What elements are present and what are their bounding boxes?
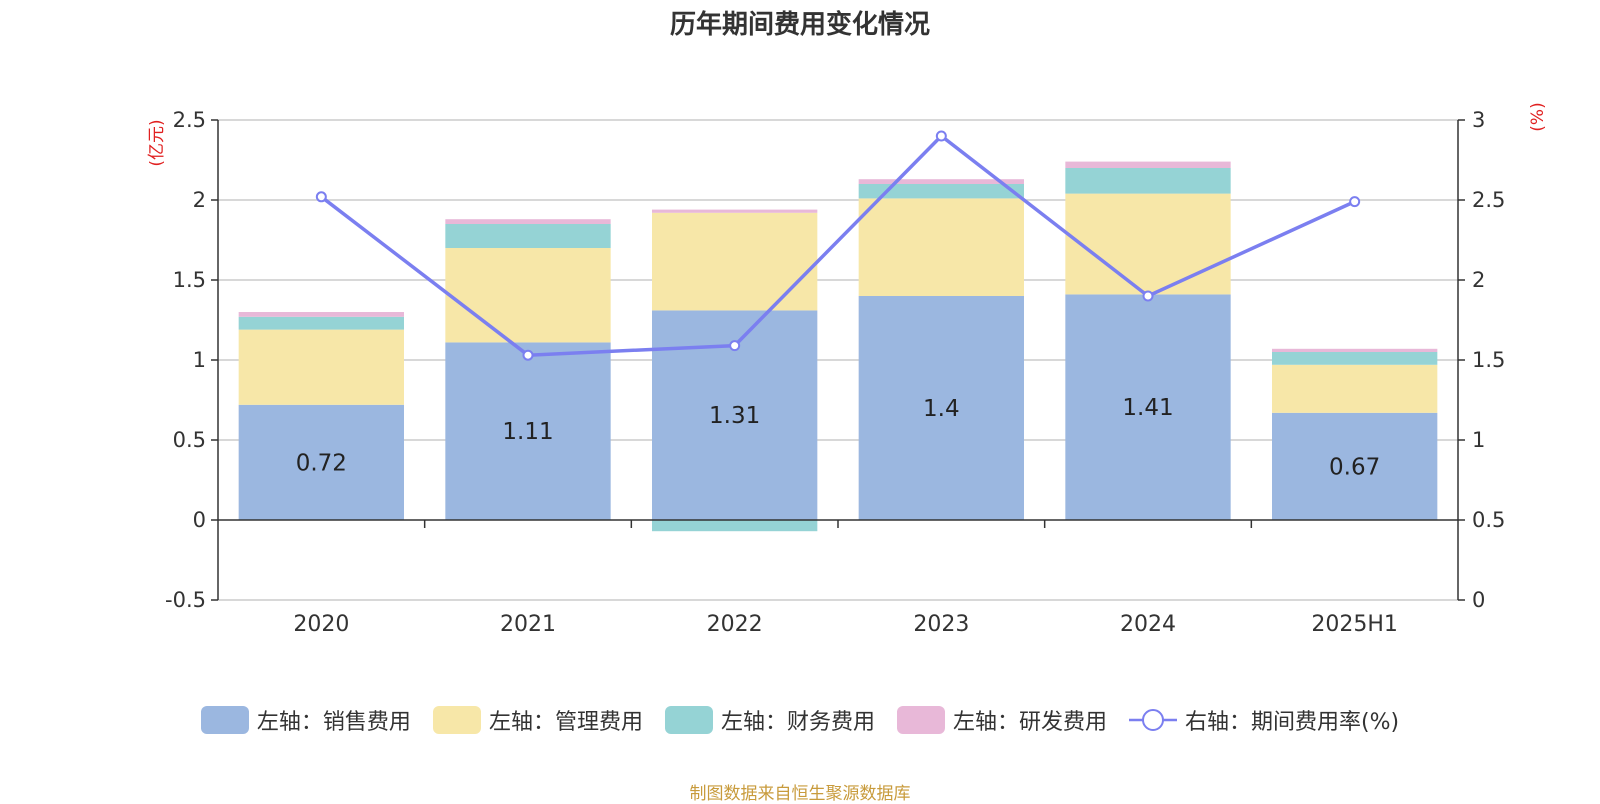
bar-segment xyxy=(1065,168,1231,194)
left-axis-unit: (亿元) xyxy=(147,119,167,166)
legend-item: 左轴：研发费用 xyxy=(896,704,1107,736)
legend-swatch xyxy=(896,706,945,734)
left-axis-tick-label: 1.5 xyxy=(173,268,206,292)
bar-segment xyxy=(858,184,1024,199)
chart-plot: (亿元) (%) -0.5 0 0.5 1 1.5 2 2.5 0 0.5 1 1.5 2 2.5 3 20… xyxy=(147,102,1548,637)
bar-segment xyxy=(1272,348,1438,352)
legend-item: 左轴：销售费用 xyxy=(200,704,411,736)
rate-point xyxy=(1142,290,1154,302)
bar-segment xyxy=(445,219,611,224)
x-axis-tick-label: 2021 xyxy=(500,612,556,637)
left-axis-tick-label: 2.5 xyxy=(173,108,206,132)
bar-segment xyxy=(445,342,611,520)
bar-segment xyxy=(1065,294,1231,520)
x-axis-tick-label: 2020 xyxy=(293,612,349,637)
left-axis-tick-label: 0.5 xyxy=(173,428,206,452)
right-axis-tick-label: 2 xyxy=(1472,268,1485,292)
bar-segment xyxy=(1065,161,1231,168)
rate-point xyxy=(315,191,327,203)
left-axis-tick-label: 0 xyxy=(193,508,206,532)
legend: 左轴：销售费用 左轴：管理费用 左轴：财务费用 左轴：研发费用 右轴：期间费用率(%) xyxy=(0,704,1600,736)
legend-label: 左轴：管理费用 xyxy=(488,710,643,735)
legend-swatch xyxy=(664,706,713,734)
right-axis-tick-label: 1 xyxy=(1472,428,1485,452)
bar-segment xyxy=(858,179,1024,184)
bar-segment xyxy=(858,198,1024,296)
bar-value-label: 1.4 xyxy=(923,396,960,422)
bar-segment xyxy=(1272,364,1438,413)
bar-segment xyxy=(652,212,818,311)
right-axis-tick-label: 3 xyxy=(1472,108,1485,132)
left-axis-tick-label: 2 xyxy=(193,188,206,212)
right-axis-tick-label: 0 xyxy=(1472,588,1485,612)
bar-segment xyxy=(238,316,404,330)
legend-item: 左轴：管理费用 xyxy=(432,704,643,736)
legend-item: 左轴：财务费用 xyxy=(664,704,875,736)
bar-segment xyxy=(1065,193,1231,295)
rate-point xyxy=(1349,196,1361,208)
legend-swatch xyxy=(200,706,249,734)
bar-segment xyxy=(1272,352,1438,365)
left-axis-tick-label: 1 xyxy=(193,348,206,372)
legend-label: 左轴：研发费用 xyxy=(952,710,1107,735)
legend-label: 左轴：财务费用 xyxy=(720,710,875,735)
bar-segment xyxy=(1272,412,1438,520)
bar-value-label: 1.41 xyxy=(1122,395,1173,421)
legend-label: 左轴：销售费用 xyxy=(256,710,411,735)
rate-point xyxy=(729,340,741,352)
right-axis-unit: (%) xyxy=(1528,102,1548,131)
right-axis-tick-label: 1.5 xyxy=(1472,348,1505,372)
x-axis-tick-label: 2022 xyxy=(707,612,763,637)
bar-value-label: 0.72 xyxy=(296,450,347,476)
rate-line xyxy=(320,133,1356,357)
rate-point xyxy=(935,130,947,142)
bar-segment xyxy=(858,296,1024,520)
legend-swatch xyxy=(432,706,481,734)
left-axis-tick-label: -0.5 xyxy=(165,588,206,612)
bar-segment xyxy=(238,404,404,520)
legend-line-marker xyxy=(1128,709,1177,731)
bar-segment xyxy=(652,520,818,532)
legend-item: 右轴：期间费用率(%) xyxy=(1128,704,1400,736)
bar-value-label: 0.67 xyxy=(1329,454,1380,480)
bar-segment xyxy=(445,248,611,343)
bar-segment xyxy=(238,329,404,405)
bar-segment xyxy=(445,224,611,248)
x-axis-tick-label: 2024 xyxy=(1120,612,1176,637)
bar-value-label: 1.31 xyxy=(709,403,760,429)
right-axis-tick-label: 0.5 xyxy=(1472,508,1505,532)
legend-label: 右轴：期间费用率(%) xyxy=(1184,710,1400,735)
data-source-note: 制图数据来自恒生聚源数据库 xyxy=(689,784,911,804)
rate-point xyxy=(522,349,534,361)
x-axis-tick-label: 2023 xyxy=(913,612,969,637)
right-axis-tick-label: 2.5 xyxy=(1472,188,1505,212)
bar-segment xyxy=(652,209,818,213)
bar-segment xyxy=(238,312,404,317)
chart-title: 历年期间费用变化情况 xyxy=(669,10,930,40)
bar-value-label: 1.11 xyxy=(502,419,553,445)
x-axis-tick-label: 2025H1 xyxy=(1311,612,1398,637)
